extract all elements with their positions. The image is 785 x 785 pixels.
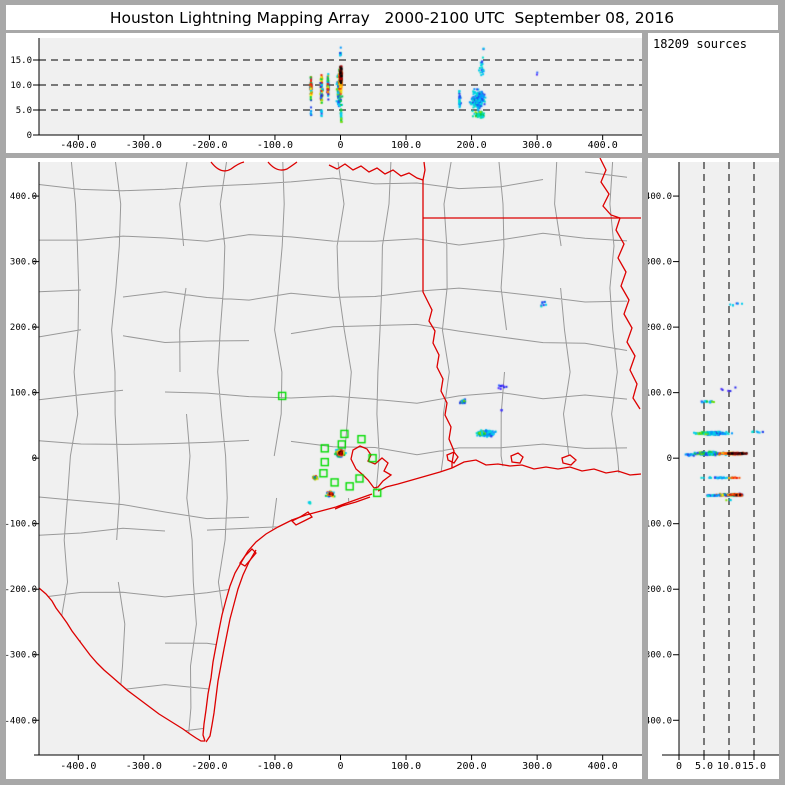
title-panel: Houston Lightning Mapping Array 2000-210…: [6, 5, 778, 30]
ns-altitude-panel: 05.010.015.0400.0300.0200.0100.00-100.0-…: [648, 158, 779, 779]
plan-view-points: [6, 158, 642, 779]
ns-altitude-points: [648, 158, 779, 779]
plan-view-panel: -400.0-300.0-200.0-100.00100.0200.0300.0…: [6, 158, 642, 779]
sources-count-label: 18209 sources: [653, 37, 747, 51]
page-title: Houston Lightning Mapping Array 2000-210…: [109, 8, 675, 27]
ew-altitude-points: [6, 33, 642, 153]
sources-panel: 18209 sources: [648, 33, 779, 153]
ew-altitude-panel: -400.0-300.0-200.0-100.00100.0200.0300.0…: [6, 33, 642, 153]
